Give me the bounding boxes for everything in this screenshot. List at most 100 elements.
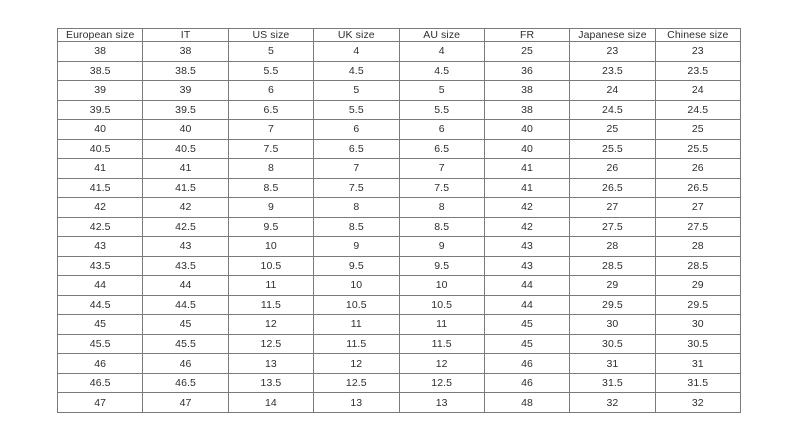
table-cell: 43.5 xyxy=(56,255,144,277)
table-cell: 6 xyxy=(398,119,485,140)
table-cell: 38 xyxy=(56,41,144,62)
table-cell: 41 xyxy=(56,158,144,179)
table-cell: 5 xyxy=(313,80,400,101)
table-cell: 24.5 xyxy=(569,99,656,121)
table-cell: 46 xyxy=(142,353,229,374)
table-body: 38 38 5 4 4 25 23 23 38.5 38.5 5.5 4.5 4.5 36 23.5 23.5… xyxy=(56,41,742,413)
table-cell: 23.5 xyxy=(569,60,656,82)
table-cell: 8 xyxy=(398,197,485,218)
table-cell: 6.5 xyxy=(313,138,400,160)
table-cell: 39.5 xyxy=(142,99,229,121)
table-cell: 25 xyxy=(483,41,571,62)
table-cell: 26.5 xyxy=(654,177,742,199)
table-cell: 27 xyxy=(654,197,742,218)
table-row: 40 40 7 6 6 40 25 25 xyxy=(56,119,742,140)
table-cell: 6 xyxy=(227,80,315,101)
table-row: 42 42 9 8 8 42 27 27 xyxy=(56,197,742,218)
table-cell: 41.5 xyxy=(56,177,144,199)
table-cell: 12.5 xyxy=(313,372,400,394)
table-row: 39.5 39.5 6.5 5.5 5.5 38 24.5 24.5 xyxy=(56,99,742,121)
table-cell: 11.5 xyxy=(398,333,485,355)
table-cell: 4 xyxy=(313,41,400,62)
table-cell: 8.5 xyxy=(227,177,315,199)
table-cell: 46 xyxy=(56,353,144,374)
table-cell: 13.5 xyxy=(227,372,315,394)
table-cell: 26 xyxy=(654,158,742,179)
table-row: 47 47 14 13 13 48 32 32 xyxy=(56,392,742,413)
table-cell: 7.5 xyxy=(227,138,315,160)
table-row: 46.5 46.5 13.5 12.5 12.5 46 31.5 31.5 xyxy=(56,372,742,394)
table-row: 44.5 44.5 11.5 10.5 10.5 44 29.5 29.5 xyxy=(56,294,742,316)
column-header: European size xyxy=(56,28,144,42)
table-cell: 45.5 xyxy=(142,333,229,355)
table-cell: 42.5 xyxy=(142,216,229,238)
table-cell: 30.5 xyxy=(569,333,656,355)
table-cell: 32 xyxy=(654,392,742,413)
table-cell: 31.5 xyxy=(569,372,656,394)
table-cell: 38 xyxy=(483,99,571,121)
table-row: 38.5 38.5 5.5 4.5 4.5 36 23.5 23.5 xyxy=(56,60,742,82)
table-cell: 11.5 xyxy=(313,333,400,355)
table-cell: 27 xyxy=(569,197,656,218)
column-header: US size xyxy=(227,28,315,42)
table-cell: 48 xyxy=(483,392,571,413)
table-cell: 7.5 xyxy=(398,177,485,199)
table-cell: 42 xyxy=(56,197,144,218)
table-cell: 26.5 xyxy=(569,177,656,199)
table-cell: 5 xyxy=(227,41,315,62)
table-cell: 40 xyxy=(483,138,571,160)
table-cell: 5.5 xyxy=(227,60,315,82)
table-cell: 38.5 xyxy=(142,60,229,82)
column-header: AU size xyxy=(398,28,485,42)
table-cell: 45 xyxy=(142,314,229,335)
column-header: FR xyxy=(483,28,571,42)
table-cell: 12 xyxy=(227,314,315,335)
table-cell: 40 xyxy=(56,119,144,140)
table-cell: 29.5 xyxy=(654,294,742,316)
table-cell: 5.5 xyxy=(313,99,400,121)
table-cell: 5.5 xyxy=(398,99,485,121)
table-cell: 24.5 xyxy=(654,99,742,121)
table-cell: 10 xyxy=(313,275,400,296)
table-cell: 27.5 xyxy=(654,216,742,238)
table-row: 38 38 5 4 4 25 23 23 xyxy=(56,41,742,62)
table-cell: 40.5 xyxy=(142,138,229,160)
table-cell: 47 xyxy=(56,392,144,413)
table-cell: 38.5 xyxy=(56,60,144,82)
table-cell: 6.5 xyxy=(227,99,315,121)
table-cell: 12 xyxy=(398,353,485,374)
table-cell: 30.5 xyxy=(654,333,742,355)
table-cell: 23.5 xyxy=(654,60,742,82)
table-cell: 8.5 xyxy=(398,216,485,238)
table-cell: 28 xyxy=(654,236,742,257)
table-cell: 8 xyxy=(313,197,400,218)
table-cell: 42.5 xyxy=(56,216,144,238)
table-cell: 46 xyxy=(483,372,571,394)
table-cell: 7 xyxy=(313,158,400,179)
table-cell: 29 xyxy=(569,275,656,296)
table-cell: 44 xyxy=(142,275,229,296)
table-cell: 46.5 xyxy=(142,372,229,394)
table-cell: 41.5 xyxy=(142,177,229,199)
table-cell: 10 xyxy=(227,236,315,257)
table-cell: 43.5 xyxy=(142,255,229,277)
table-cell: 40 xyxy=(483,119,571,140)
table-header: European size IT US size UK size AU size FR Ja… xyxy=(56,28,742,42)
table-cell: 13 xyxy=(227,353,315,374)
table-cell: 29.5 xyxy=(569,294,656,316)
table-cell: 31 xyxy=(569,353,656,374)
table-cell: 14 xyxy=(227,392,315,413)
table-cell: 13 xyxy=(398,392,485,413)
table-cell: 40.5 xyxy=(56,138,144,160)
table-cell: 41 xyxy=(142,158,229,179)
table-cell: 13 xyxy=(313,392,400,413)
table-cell: 10.5 xyxy=(227,255,315,277)
table-cell: 25.5 xyxy=(654,138,742,160)
table-cell: 9.5 xyxy=(227,216,315,238)
table-cell: 9 xyxy=(227,197,315,218)
table-row: 41.5 41.5 8.5 7.5 7.5 41 26.5 26.5 xyxy=(56,177,742,199)
table-cell: 4.5 xyxy=(398,60,485,82)
table-cell: 43 xyxy=(142,236,229,257)
table-cell: 42 xyxy=(483,197,571,218)
table-cell: 45.5 xyxy=(56,333,144,355)
